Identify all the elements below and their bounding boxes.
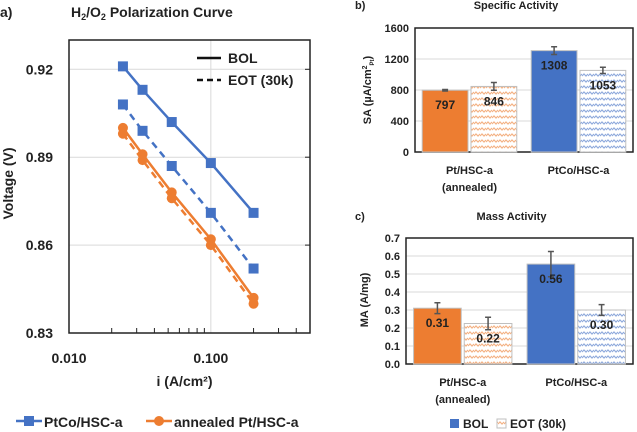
- legend-label: BOL: [228, 50, 258, 66]
- legend-label: annealed Pt/HSC-a: [174, 414, 299, 430]
- y-tick-label: 0.0: [385, 359, 400, 371]
- x-tick-label: Pt/HSC-a: [439, 377, 487, 389]
- y-tick-label: 0.86: [26, 237, 53, 253]
- legend-label: BOL: [463, 417, 488, 431]
- legend-swatch: [450, 419, 459, 428]
- data-point: [248, 207, 259, 218]
- data-label: 0.56: [539, 272, 563, 286]
- chart-title: Specific Activity: [474, 0, 559, 12]
- data-label: 0.30: [590, 318, 614, 332]
- data-point: [248, 263, 259, 274]
- data-label: 1053: [590, 78, 617, 92]
- y-tick-label: 0.3: [385, 305, 400, 317]
- bar: [526, 263, 576, 365]
- y-tick-label: 0.4: [385, 287, 401, 299]
- x-tick-label: 0.010: [51, 350, 86, 366]
- x-tick-label: (annealed): [442, 182, 497, 194]
- error-bar: [442, 88, 449, 92]
- x-tick-label: PtCo/HSC-a: [545, 377, 608, 389]
- data-point: [166, 117, 177, 128]
- y-tick-label: 400: [391, 116, 409, 128]
- legend-label: PtCo/HSC-a: [44, 414, 123, 430]
- data-point: [166, 160, 177, 171]
- data-point: [205, 207, 216, 218]
- data-point: [117, 61, 128, 72]
- y-tick-label: 0.7: [385, 233, 400, 245]
- error-bar: [485, 316, 492, 331]
- x-tick-label: (annealed): [435, 394, 490, 406]
- y-tick-label: 1600: [385, 23, 409, 35]
- y-tick-label: 0: [403, 147, 409, 159]
- error-bar: [599, 66, 606, 75]
- y-tick-label: 0.1: [385, 341, 400, 353]
- plot-frame: [414, 27, 634, 153]
- data-label: 0.22: [476, 332, 500, 346]
- panel-label: c): [355, 211, 365, 223]
- plot-frame: [405, 237, 634, 365]
- y-tick-label: 0.92: [26, 61, 53, 77]
- x-tick-label: PtCo/HSC-a: [548, 165, 611, 177]
- legend-marker: [24, 416, 34, 426]
- error-bar: [598, 303, 605, 317]
- data-label: 1308: [541, 59, 568, 73]
- error-bar: [551, 46, 558, 56]
- y-axis-label: SA (µA/cm2Pt): [362, 55, 376, 124]
- error-bar: [434, 302, 441, 315]
- bar: [470, 85, 518, 153]
- panel-label: a): [0, 4, 12, 20]
- legend-swatch: [496, 418, 507, 429]
- data-point: [117, 128, 128, 139]
- data-point: [248, 298, 259, 309]
- y-tick-label: 0.89: [26, 149, 53, 165]
- data-point: [166, 193, 177, 204]
- data-point: [137, 155, 148, 166]
- bar: [577, 309, 626, 365]
- data-point: [117, 99, 128, 110]
- x-axis-label: i (A/cm²): [157, 373, 213, 389]
- bar: [530, 50, 578, 153]
- y-tick-label: 0.83: [26, 325, 53, 341]
- data-point: [137, 84, 148, 95]
- y-axis-label: Voltage (V): [0, 147, 16, 219]
- x-tick-label: 0.100: [193, 350, 228, 366]
- data-label: 797: [435, 98, 455, 112]
- legend-label: EOT (30k): [228, 72, 293, 88]
- error-bar: [490, 81, 497, 92]
- y-axis-label: MA (A/mg): [359, 272, 371, 327]
- data-point: [205, 158, 216, 169]
- y-tick-label: 0.6: [385, 251, 400, 263]
- error-bar: [547, 250, 554, 278]
- plot-frame: [68, 39, 311, 334]
- data-point: [137, 125, 148, 136]
- legend-label: EOT (30k): [510, 417, 566, 431]
- panel-label: b): [355, 0, 366, 12]
- y-tick-label: 800: [391, 85, 409, 97]
- bar: [413, 307, 462, 365]
- data-point: [205, 240, 216, 251]
- y-tick-label: 0.2: [385, 323, 400, 335]
- y-tick-label: 1200: [385, 54, 409, 66]
- chart-title: H2/O2 Polarization Curve: [71, 4, 233, 22]
- legend-marker: [154, 416, 164, 426]
- data-label: 0.31: [426, 316, 450, 330]
- chart-title: Mass Activity: [477, 211, 548, 223]
- x-tick-label: Pt/HSC-a: [446, 165, 494, 177]
- y-tick-label: 0.5: [385, 269, 400, 281]
- bar: [579, 69, 627, 153]
- data-label: 846: [484, 94, 504, 108]
